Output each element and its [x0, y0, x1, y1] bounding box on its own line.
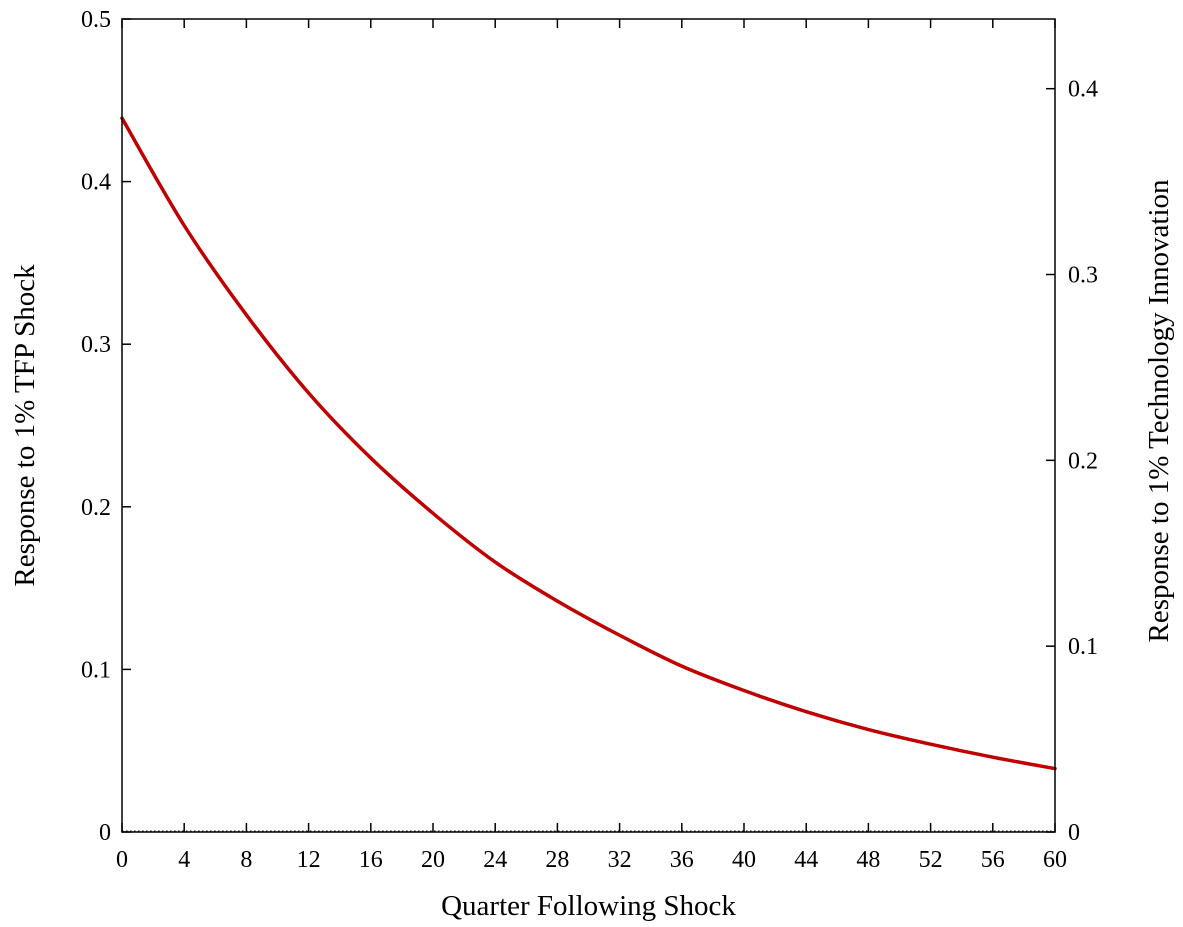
y2-tick-label: 0.2 — [1068, 448, 1098, 474]
x-tick-label: 52 — [919, 847, 943, 873]
x-tick-label: 28 — [545, 847, 569, 873]
y2-tick-label: 0.4 — [1068, 77, 1098, 103]
x-tick-label: 40 — [732, 847, 756, 873]
y-tick-label: 0.2 — [81, 495, 111, 521]
y-tick-label: 0.3 — [81, 332, 111, 358]
x-tick-label: 60 — [1043, 847, 1067, 873]
x-tick-label: 36 — [670, 847, 694, 873]
y-tick-label: 0 — [99, 820, 111, 846]
x-tick-label: 0 — [116, 847, 128, 873]
x-tick-label: 44 — [794, 847, 818, 873]
ticks-layer — [121, 18, 1056, 833]
y2-tick-label: 0.3 — [1068, 263, 1098, 289]
y-tick-label: 0.5 — [81, 7, 111, 33]
y-tick-label: 0.4 — [81, 170, 111, 196]
y-tick-label: 0.1 — [81, 657, 111, 683]
x-tick-label: 20 — [421, 847, 445, 873]
x-tick-label: 8 — [240, 847, 252, 873]
x-tick-label: 4 — [178, 847, 190, 873]
series-line — [120, 116, 1057, 771]
plot-frame — [121, 18, 1056, 833]
x-tick-label: 24 — [483, 847, 507, 873]
x-tick-label: 32 — [608, 847, 632, 873]
y-axis-title: Response to 1% TFP Shock — [9, 264, 41, 587]
y2-axis-title: Response to 1% Technology Innovation — [1143, 179, 1175, 642]
x-tick-label: 16 — [359, 847, 383, 873]
y2-tick-label: 0 — [1068, 820, 1080, 846]
x-tick-label: 56 — [981, 847, 1005, 873]
x-axis-title: Quarter Following Shock — [441, 890, 736, 922]
tick-labels-layer: 0 4 8 12 16 20 24 28 32 36 40 44 48 52 56 6000.10.20.30… — [81, 7, 1098, 873]
x-tick-label: 12 — [297, 847, 321, 873]
x-tick-label: 48 — [856, 847, 880, 873]
y2-tick-label: 0.1 — [1068, 634, 1098, 660]
